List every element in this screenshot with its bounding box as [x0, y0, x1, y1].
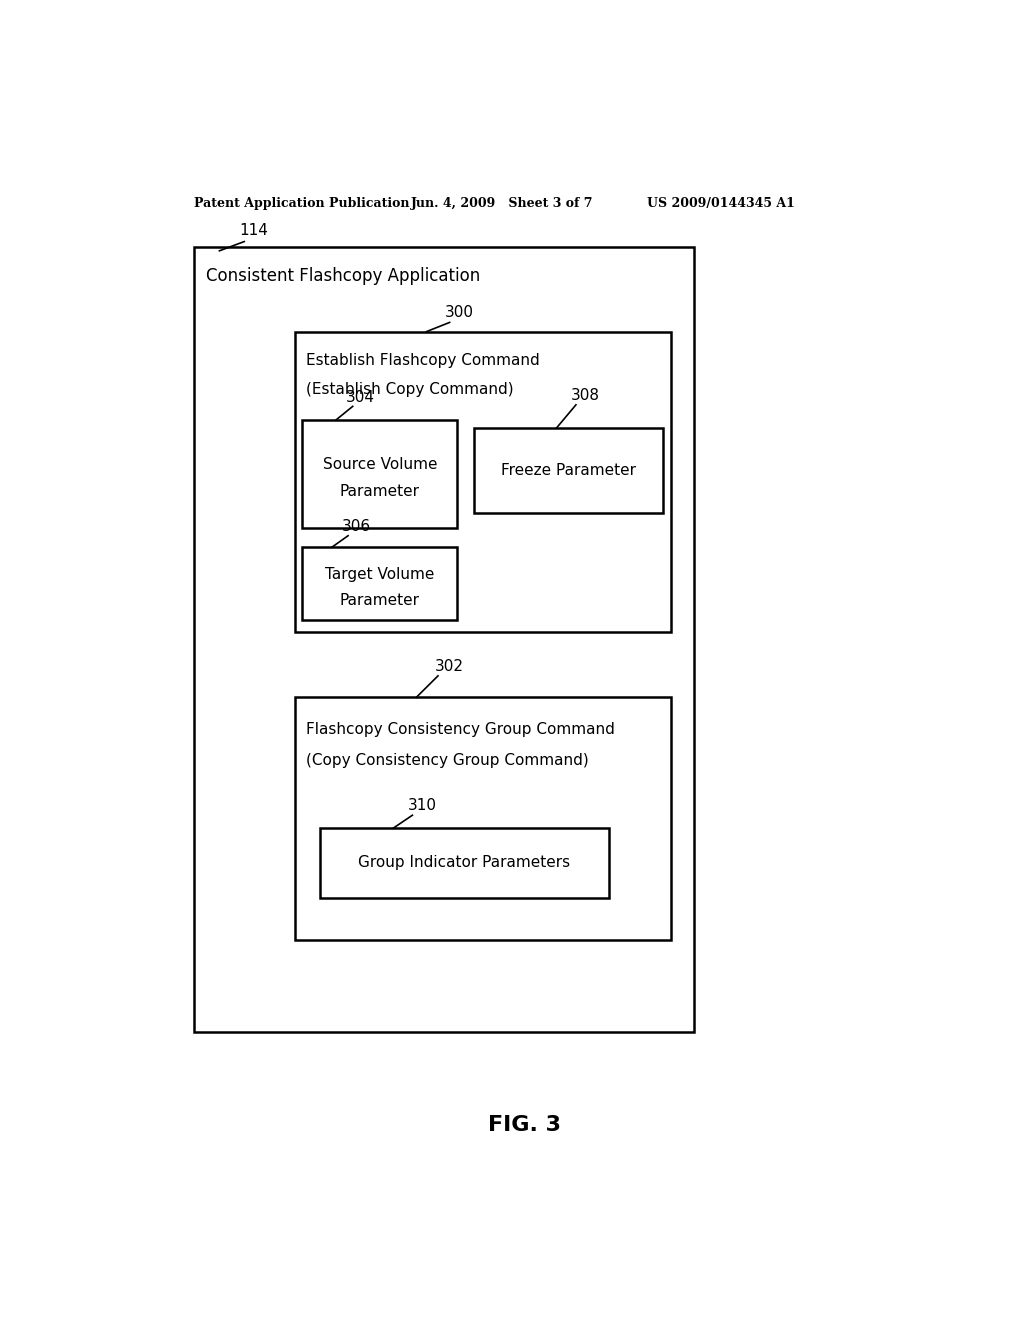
Text: Jun. 4, 2009   Sheet 3 of 7: Jun. 4, 2009 Sheet 3 of 7: [411, 197, 593, 210]
Bar: [295, 697, 671, 940]
Text: (Copy Consistency Group Command): (Copy Consistency Group Command): [306, 752, 589, 768]
Text: 114: 114: [240, 223, 268, 238]
Text: Patent Application Publication: Patent Application Publication: [194, 197, 410, 210]
Text: Target Volume: Target Volume: [326, 568, 434, 582]
Text: 308: 308: [570, 388, 600, 403]
Text: Parameter: Parameter: [340, 483, 420, 499]
Text: Parameter: Parameter: [340, 593, 420, 609]
Text: Establish Flashcopy Command: Establish Flashcopy Command: [306, 354, 540, 368]
Text: Consistent Flashcopy Application: Consistent Flashcopy Application: [206, 267, 480, 285]
Text: (Establish Copy Command): (Establish Copy Command): [306, 381, 514, 397]
Text: FIG. 3: FIG. 3: [488, 1115, 561, 1135]
Bar: [302, 548, 458, 620]
Text: Source Volume: Source Volume: [323, 457, 437, 473]
Text: 302: 302: [435, 659, 464, 675]
Text: US 2009/0144345 A1: US 2009/0144345 A1: [647, 197, 795, 210]
Bar: [302, 420, 458, 528]
Text: Group Indicator Parameters: Group Indicator Parameters: [358, 855, 570, 870]
Text: 310: 310: [408, 797, 437, 813]
Text: Flashcopy Consistency Group Command: Flashcopy Consistency Group Command: [306, 722, 615, 738]
Bar: [295, 331, 671, 632]
Bar: [474, 428, 663, 512]
Bar: [194, 247, 693, 1032]
Text: 306: 306: [342, 519, 371, 535]
Text: 304: 304: [346, 389, 375, 405]
Text: 300: 300: [445, 305, 474, 319]
Bar: [321, 829, 608, 898]
Text: Freeze Parameter: Freeze Parameter: [501, 463, 636, 478]
